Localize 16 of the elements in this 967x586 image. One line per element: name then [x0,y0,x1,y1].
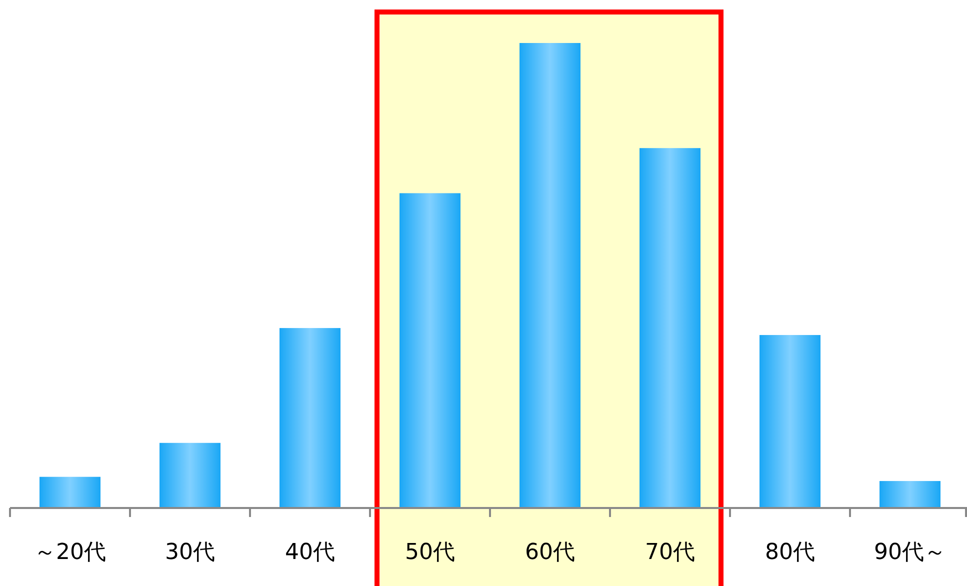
x-tick-label: 30代 [165,540,215,565]
bar [520,43,580,508]
bar [640,148,700,508]
x-tick-label: 60代 [525,540,575,565]
bar [40,476,100,508]
x-tick-label: 90代～ [874,540,946,565]
bar [400,193,460,508]
x-tick-label: 80代 [765,540,815,565]
bar [160,442,220,508]
bar [280,328,340,508]
bar [760,335,820,508]
x-tick-label: 40代 [285,540,335,565]
x-tick-label: 70代 [645,540,695,565]
x-tick-label: ～20代 [34,540,106,565]
bar [880,481,940,508]
x-tick-label: 50代 [405,540,455,565]
